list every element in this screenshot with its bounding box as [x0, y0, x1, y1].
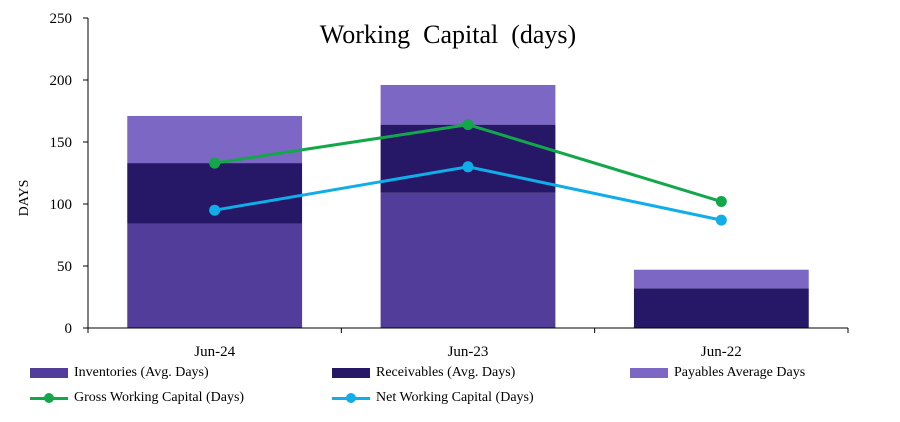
- legend-swatch: [30, 368, 68, 378]
- series-point: [209, 204, 221, 216]
- y-tick-label: 0: [65, 321, 73, 337]
- legend-item-gross-wc: Gross Working Capital (Days): [30, 390, 244, 406]
- bars-layer: [127, 84, 809, 328]
- legend-item-receivables: Receivables (Avg. Days): [332, 365, 515, 381]
- series-point: [715, 196, 727, 208]
- legend-swatch: [630, 368, 668, 378]
- series-point: [462, 119, 474, 131]
- y-tick-label: 100: [50, 197, 73, 213]
- series-point: [715, 214, 727, 226]
- legend-label: Payables Average Days: [674, 365, 806, 380]
- working-capital-chart: 0 50 100 150 200 250 Jun-24 Jun-23 Jun-22 Worki…: [17, 11, 849, 360]
- x-tick-labels: Jun-24 Jun-23 Jun-22: [87, 328, 849, 360]
- legend-label: Gross Working Capital (Days): [74, 390, 245, 405]
- bar-segment: [127, 223, 303, 328]
- legend-swatch: [30, 393, 68, 403]
- legend-swatch: [332, 368, 370, 378]
- y-tick-label: 200: [50, 73, 73, 89]
- bar-segment: [380, 84, 556, 125]
- y-tick-label: 50: [57, 259, 72, 275]
- bar-segment: [380, 124, 556, 193]
- chart-title: Working Capital (days): [320, 20, 576, 49]
- y-tick-label: 250: [50, 11, 73, 27]
- legend-label: Net Working Capital (Days): [376, 390, 534, 405]
- series-point: [209, 157, 221, 169]
- bar-segment: [633, 269, 809, 289]
- x-tick-label: Jun-24: [194, 344, 235, 360]
- x-tick-label: Jun-22: [701, 344, 742, 360]
- legend-label: Inventories (Avg. Days): [74, 365, 209, 380]
- legend-label: Receivables (Avg. Days): [376, 365, 516, 380]
- lines-layer: [209, 119, 727, 226]
- series-point: [462, 161, 474, 173]
- legend-item-net-wc: Net Working Capital (Days): [332, 390, 534, 406]
- y-ticks: 0 50 100 150 200 250: [50, 11, 88, 337]
- legend-swatch: [332, 393, 370, 403]
- y-tick-label: 150: [50, 135, 73, 151]
- chart-legend: Inventories (Avg. Days) Receivables (Avg…: [0, 360, 900, 420]
- bar-segment: [380, 192, 556, 328]
- bar-segment: [633, 288, 809, 328]
- legend-item-inventories: Inventories (Avg. Days): [30, 365, 209, 381]
- y-axis-label: DAYS: [17, 180, 32, 217]
- x-tick-label: Jun-23: [448, 344, 489, 360]
- legend-item-payables: Payables Average Days: [630, 365, 805, 381]
- bar-segment: [127, 115, 303, 164]
